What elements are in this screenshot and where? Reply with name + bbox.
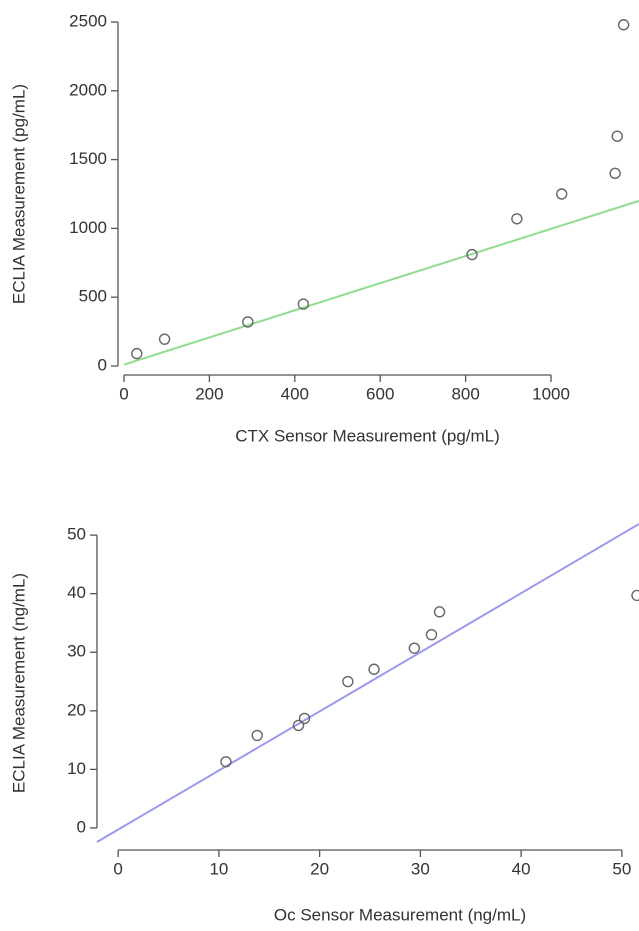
data-point: [342, 675, 354, 688]
x-tick-label: 0: [113, 859, 122, 878]
y-tick-label: 0: [77, 817, 86, 836]
data-point: [609, 167, 621, 180]
data-point: [298, 712, 311, 725]
x-tick-label: 1000: [532, 384, 570, 403]
y-tick-label: 50: [67, 525, 86, 544]
data-point: [556, 188, 568, 200]
y-tick-label: 2500: [69, 11, 107, 30]
data-point: [292, 719, 305, 732]
data-point: [242, 316, 254, 328]
x-tick-label: 0: [119, 384, 128, 403]
data-point: [631, 589, 639, 602]
data-point: [131, 347, 143, 360]
x-tick-label: 50: [612, 859, 631, 878]
y-tick-label: 2000: [69, 80, 107, 99]
x-tick-label: 800: [451, 384, 479, 403]
data-point: [408, 642, 421, 654]
x-tick-label: 40: [512, 859, 531, 878]
x-axis-title: CTX Sensor Measurement (pg/mL): [235, 426, 500, 445]
x-tick-label: 20: [310, 859, 329, 878]
x-axis-title: Oc Sensor Measurement (ng/mL): [274, 905, 526, 924]
data-point: [611, 130, 623, 142]
y-tick-label: 500: [79, 287, 107, 306]
x-tick-label: 600: [366, 384, 394, 403]
data-point: [433, 606, 446, 618]
y-tick-label: 1500: [69, 149, 107, 168]
y-tick-label: 1000: [69, 218, 107, 237]
fit-line: [96, 523, 639, 843]
y-tick-label: 0: [98, 355, 107, 374]
y-tick-label: 10: [67, 759, 86, 778]
data-point: [511, 213, 523, 225]
data-point: [617, 19, 630, 31]
data-point: [158, 333, 171, 345]
chart: 0 10 20 30 40 50 0 10 20 30 40 50 ECLIA Measurement …: [9, 523, 639, 924]
y-tick-label: 40: [67, 583, 86, 602]
x-tick-label: 200: [195, 384, 223, 403]
chart: 0 500 1000 1500 2000 2500 0 200 400 600 800 1000 ECL…: [9, 11, 639, 445]
data-point: [297, 298, 310, 310]
y-tick-label: 20: [67, 700, 86, 719]
y-axis-title: ECLIA Measurement (ng/mL): [9, 573, 28, 793]
data-point: [466, 248, 478, 261]
x-tick-label: 30: [411, 859, 430, 878]
data-point: [368, 663, 380, 675]
data-point: [425, 628, 438, 641]
x-tick-label: 400: [281, 384, 309, 403]
fit-line: [123, 199, 639, 366]
x-tick-label: 10: [209, 859, 228, 878]
data-point: [220, 756, 232, 768]
y-axis-title: ECLIA Measurement (pg/mL): [9, 84, 28, 304]
y-tick-label: 30: [67, 642, 86, 661]
data-point: [251, 729, 263, 742]
